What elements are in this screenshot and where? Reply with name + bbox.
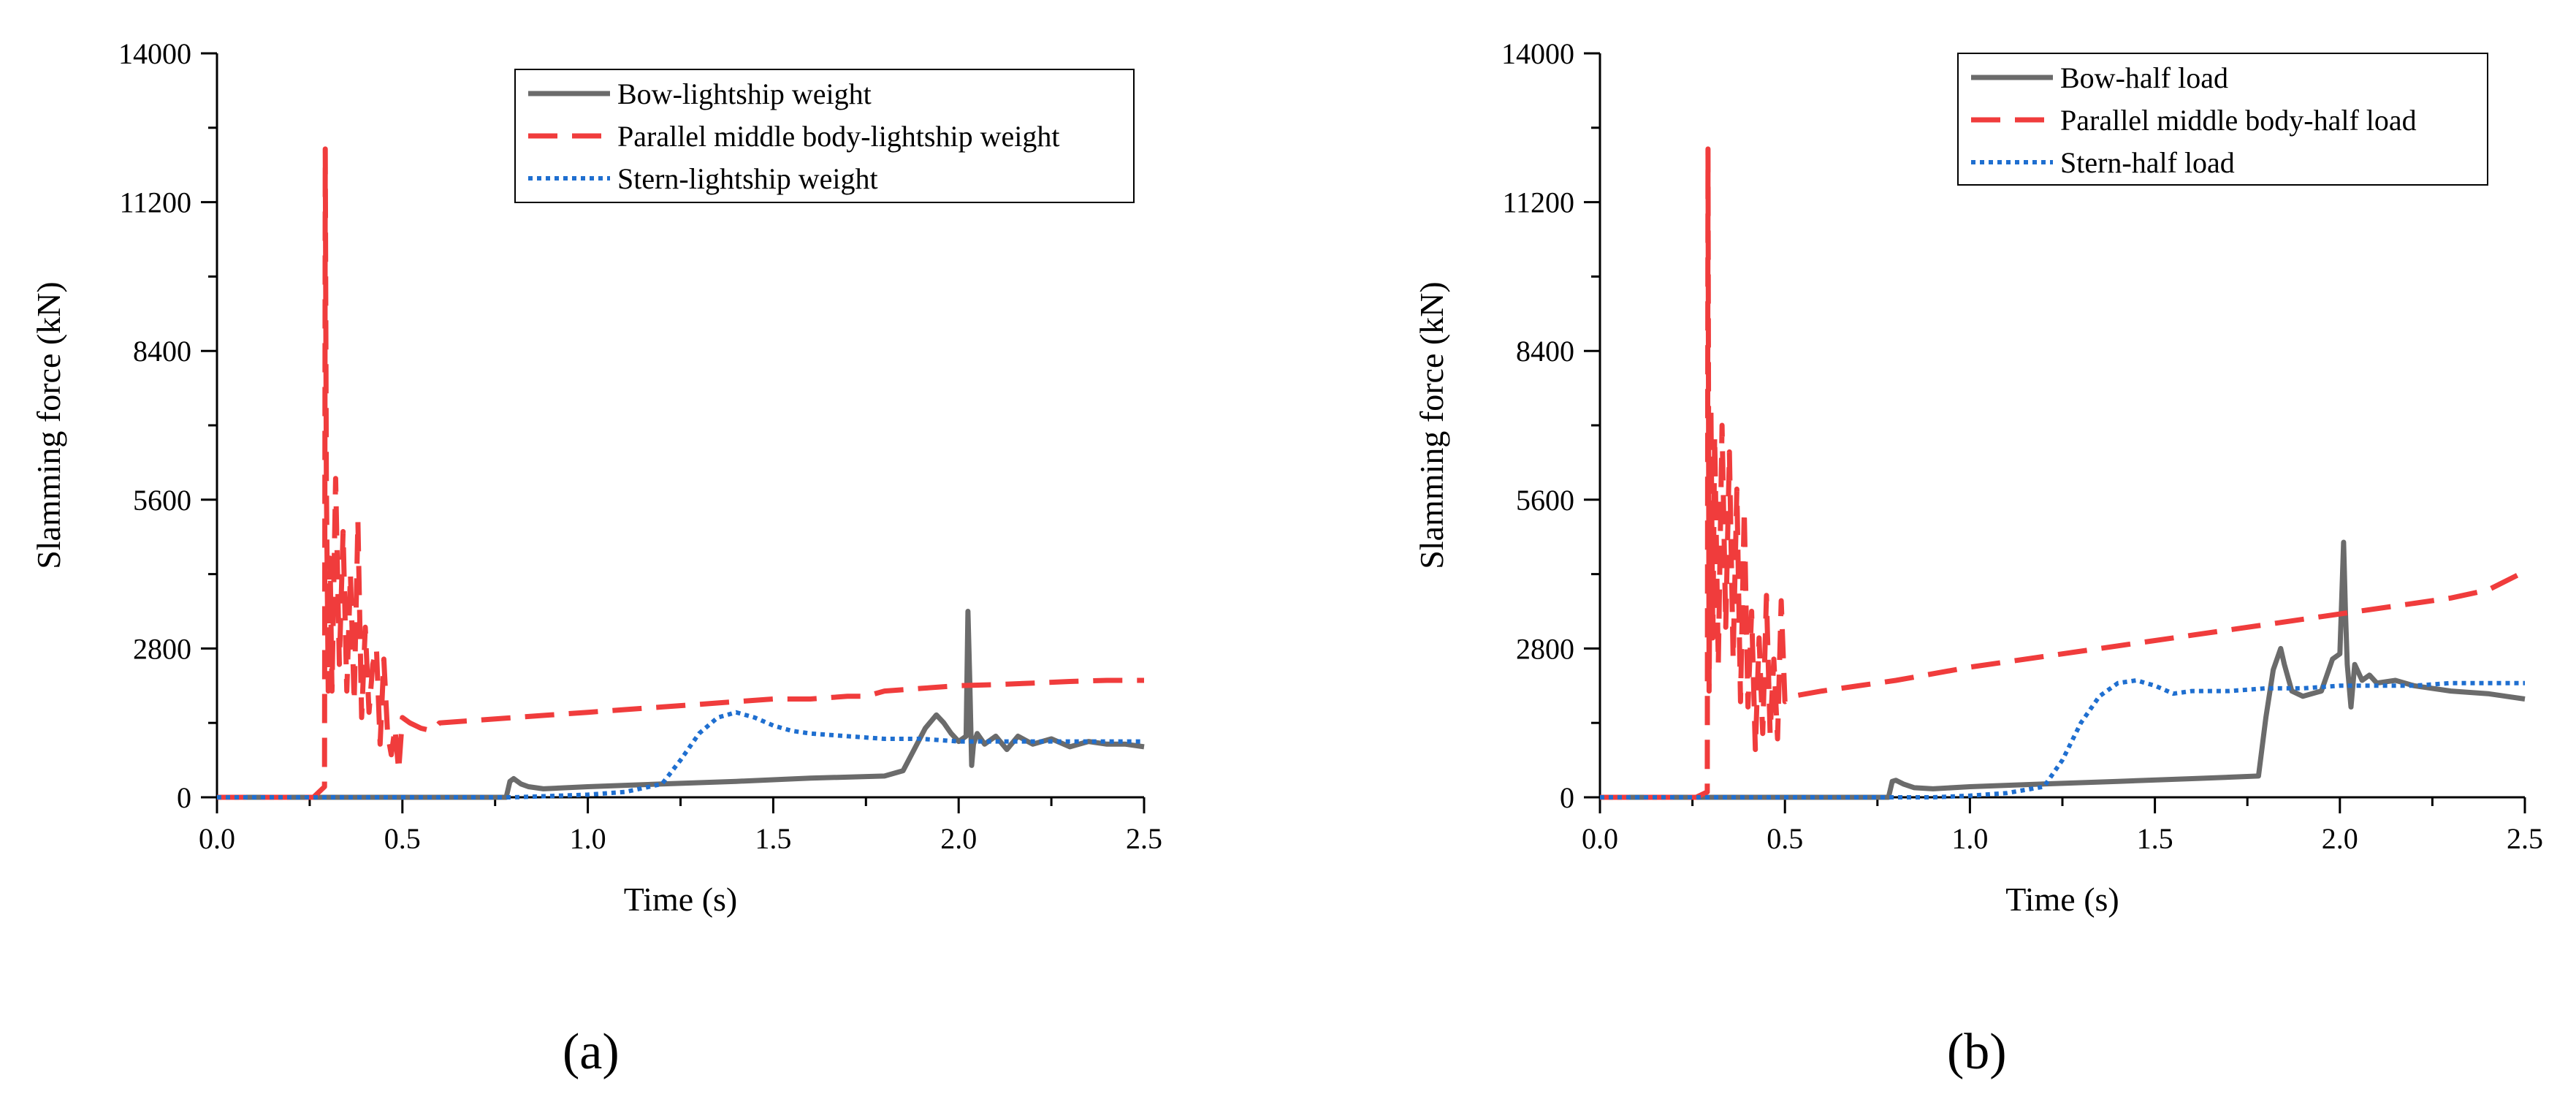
series-line-1 (1600, 146, 2526, 800)
x-tick-label: 2.5 (2507, 822, 2543, 855)
x-tick-label: 0.0 (1582, 822, 1618, 855)
x-tick-label: 1.0 (570, 822, 606, 855)
caption-b-text: (b) (1947, 1024, 2007, 1080)
y-tick-label: 11200 (119, 186, 191, 219)
chart-panel-b: 0 2800 5600 8400 11200 14000 0.0 0.5 1.0 1.5 2.0 2.… (1413, 37, 2543, 918)
y-tick-label: 14000 (1501, 37, 1574, 70)
legend-entry-1: Parallel middle body-lightship weight (617, 120, 1059, 153)
y-axis-label: Slamming force (kN) (30, 281, 67, 569)
x-tick-label: 1.5 (755, 822, 791, 855)
caption-b: (b) (1947, 1023, 2007, 1082)
x-tick-label: 0.5 (1767, 822, 1803, 855)
y-tick-label: 5600 (1516, 484, 1574, 517)
series-line-0 (1600, 539, 2526, 800)
legend-entry-0: Bow-half load (2060, 61, 2228, 94)
caption-a: (a) (563, 1023, 620, 1082)
series-line-2 (217, 710, 1144, 799)
legend-entry-0: Bow-lightship weight (617, 77, 872, 110)
legend-box (514, 69, 1135, 203)
x-tick-label: 0.5 (384, 822, 421, 855)
x-tick-label: 2.0 (940, 822, 977, 855)
x-axis-label: Time (s) (2005, 881, 2119, 918)
legend: Bow-lightship weight Parallel middle body… (514, 69, 1135, 203)
y-axis-label: Slamming force (kN) (1413, 281, 1450, 569)
legend-entry-2: Stern-half load (2060, 146, 2235, 179)
x-tick-label: 1.5 (2137, 822, 2173, 855)
series-line-1 (217, 146, 1144, 800)
x-axis-label: Time (s) (624, 881, 738, 918)
y-tick-label: 8400 (133, 335, 191, 368)
y-tick-label: 2800 (1516, 632, 1574, 665)
y-tick-label: 14000 (118, 37, 191, 70)
y-tick-label: 8400 (1516, 335, 1574, 368)
chart-panel-a: 0 2800 5600 8400 11200 14000 0.0 0.5 1.0 1.5 2.0 2.… (30, 37, 1162, 918)
series-line-2 (1600, 678, 2525, 799)
series-line-0 (217, 609, 1145, 800)
legend-entry-1: Parallel middle body-half load (2060, 104, 2417, 137)
x-tick-label: 0.0 (199, 822, 235, 855)
y-tick-label: 2800 (133, 632, 191, 665)
y-tick-label: 11200 (1502, 186, 1574, 219)
y-tick-label: 0 (1560, 781, 1574, 814)
y-tick-label: 0 (177, 781, 191, 814)
x-tick-label: 2.5 (1126, 822, 1162, 855)
x-tick-label: 1.0 (1951, 822, 1988, 855)
legend-entry-2: Stern-lightship weight (617, 162, 878, 195)
y-tick-label: 5600 (133, 484, 191, 517)
caption-a-text: (a) (563, 1024, 620, 1080)
legend: Bow-half load Parallel middle body-half l… (1957, 53, 2488, 186)
x-tick-label: 2.0 (2322, 822, 2358, 855)
